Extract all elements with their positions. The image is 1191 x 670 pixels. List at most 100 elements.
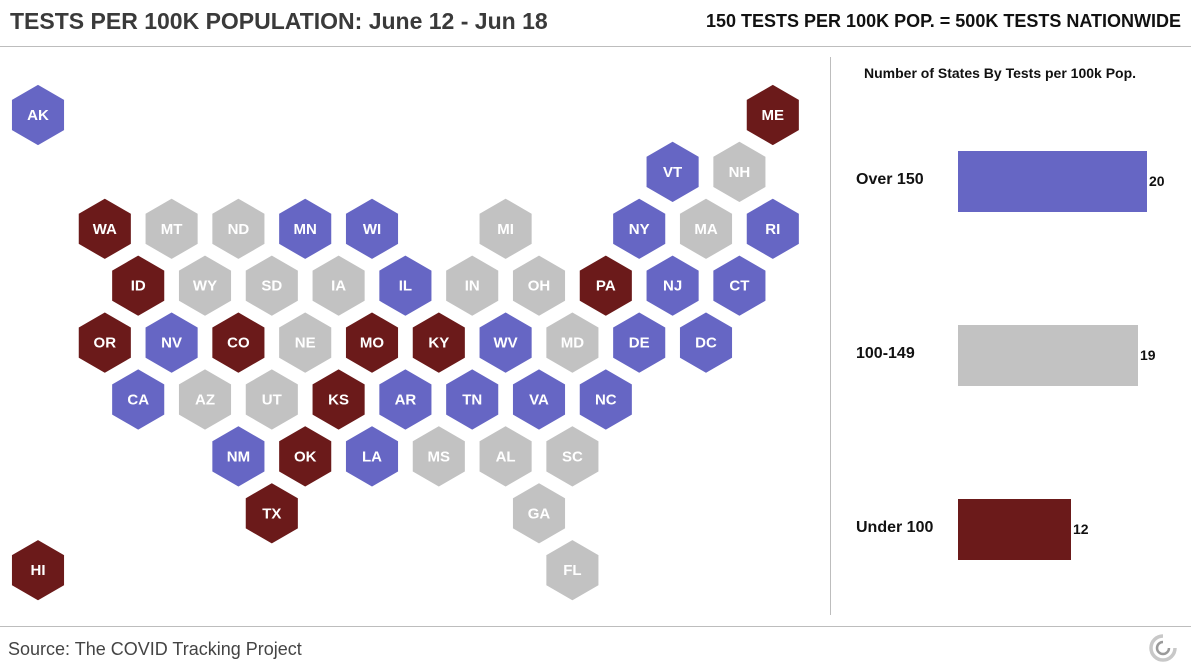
state-tile-ne: NE	[277, 310, 333, 375]
state-tile-nm: NM	[210, 424, 266, 489]
state-hex-ms	[411, 424, 467, 489]
state-label-nj: NJ	[663, 278, 682, 295]
state-label-ia: IA	[331, 278, 346, 295]
state-tile-mt: MT	[144, 196, 200, 261]
state-label-tn: TN	[462, 392, 482, 409]
state-hex-co	[210, 310, 266, 375]
bar-value-100-149: 19	[1140, 347, 1156, 363]
state-hex-tx	[244, 481, 300, 546]
state-hex-ak	[10, 83, 66, 147]
state-tile-nd: ND	[210, 196, 266, 261]
state-hex-ma	[678, 196, 734, 261]
state-hex-mi	[478, 196, 534, 261]
page-title: TESTS PER 100K POPULATION: June 12 - Jun…	[10, 8, 548, 34]
bar-label-under-100: Under 100	[856, 519, 934, 536]
state-hex-il	[377, 253, 433, 318]
panel-divider	[830, 57, 831, 615]
state-tile-md: MD	[544, 310, 600, 375]
state-label-sd: SD	[261, 278, 282, 295]
bar-value-over-150: 20	[1149, 173, 1165, 189]
state-tile-ok: OK	[277, 424, 333, 489]
state-hex-nj	[645, 253, 701, 318]
state-hex-al	[478, 424, 534, 489]
state-hex-la	[344, 424, 400, 489]
state-hex-nm	[210, 424, 266, 489]
state-label-nd: ND	[228, 221, 250, 238]
state-label-oh: OH	[528, 278, 551, 295]
state-hex-mn	[277, 196, 333, 261]
state-tile-il: IL	[377, 253, 433, 318]
state-tile-ks: KS	[311, 367, 367, 432]
state-tile-wv: WV	[478, 310, 534, 375]
state-hex-ri	[745, 196, 801, 261]
state-tile-nj: NJ	[645, 253, 701, 318]
state-tile-nv: NV	[144, 310, 200, 375]
state-label-va: VA	[529, 392, 549, 409]
state-hex-tn	[444, 367, 500, 432]
state-tile-al: AL	[478, 424, 534, 489]
bar-100-149	[958, 325, 1138, 386]
state-label-ma: MA	[694, 221, 717, 238]
state-hex-sc	[544, 424, 600, 489]
state-tile-oh: OH	[511, 253, 567, 318]
state-hex-mo	[344, 310, 400, 375]
page-subtitle: 150 TESTS PER 100K POP. = 500K TESTS NAT…	[706, 11, 1181, 31]
state-tile-sc: SC	[544, 424, 600, 489]
state-label-mn: MN	[294, 221, 317, 238]
state-tile-de: DE	[611, 310, 667, 375]
state-label-al: AL	[496, 448, 516, 465]
state-label-nv: NV	[161, 335, 182, 352]
state-tile-la: LA	[344, 424, 400, 489]
state-tile-wi: WI	[344, 196, 400, 261]
state-hex-wi	[344, 196, 400, 261]
state-hex-ar	[377, 367, 433, 432]
state-label-nc: NC	[595, 392, 617, 409]
state-label-hi: HI	[31, 562, 46, 579]
state-hex-nc	[578, 367, 634, 432]
state-tile-mo: MO	[344, 310, 400, 375]
state-label-ok: OK	[294, 448, 317, 465]
state-label-co: CO	[227, 335, 250, 352]
state-label-fl: FL	[563, 562, 581, 579]
state-tile-az: AZ	[177, 367, 233, 432]
state-tile-ia: IA	[311, 253, 367, 318]
state-label-mi: MI	[497, 221, 514, 238]
state-hex-wv	[478, 310, 534, 375]
state-hex-wa	[77, 196, 133, 261]
state-hex-ks	[311, 367, 367, 432]
state-label-sc: SC	[562, 448, 583, 465]
state-hex-ut	[244, 367, 300, 432]
header: TESTS PER 100K POPULATION: June 12 - Jun…	[0, 0, 1191, 47]
state-tile-ma: MA	[678, 196, 734, 261]
state-tile-mi: MI	[478, 196, 534, 261]
state-label-md: MD	[561, 335, 584, 352]
state-tile-nh: NH	[711, 140, 767, 204]
state-label-ga: GA	[528, 505, 551, 522]
state-tile-ri: RI	[745, 196, 801, 261]
state-label-wv: WV	[494, 335, 518, 352]
state-hex-dc	[678, 310, 734, 375]
state-hex-vt	[645, 140, 701, 204]
state-hex-in	[444, 253, 500, 318]
state-hex-pa	[578, 253, 634, 318]
state-hex-ct	[711, 253, 767, 318]
state-label-vt: VT	[663, 164, 682, 181]
state-label-me: ME	[762, 107, 785, 124]
state-label-mt: MT	[161, 221, 183, 238]
state-hex-id	[110, 253, 166, 318]
state-tile-in: IN	[444, 253, 500, 318]
state-hex-nv	[144, 310, 200, 375]
state-hex-ne	[277, 310, 333, 375]
bar-label-over-150: Over 150	[856, 171, 924, 188]
bar-over-150	[958, 151, 1147, 212]
state-tile-vt: VT	[645, 140, 701, 204]
state-hex-va	[511, 367, 567, 432]
state-tile-co: CO	[210, 310, 266, 375]
bar-label-100-149: 100-149	[856, 345, 915, 362]
covid-tracking-project-logo-icon	[1149, 634, 1177, 662]
state-hex-wy	[177, 253, 233, 318]
state-label-ar: AR	[395, 392, 417, 409]
state-tile-nc: NC	[578, 367, 634, 432]
state-label-id: ID	[131, 278, 146, 295]
state-label-la: LA	[362, 448, 382, 465]
